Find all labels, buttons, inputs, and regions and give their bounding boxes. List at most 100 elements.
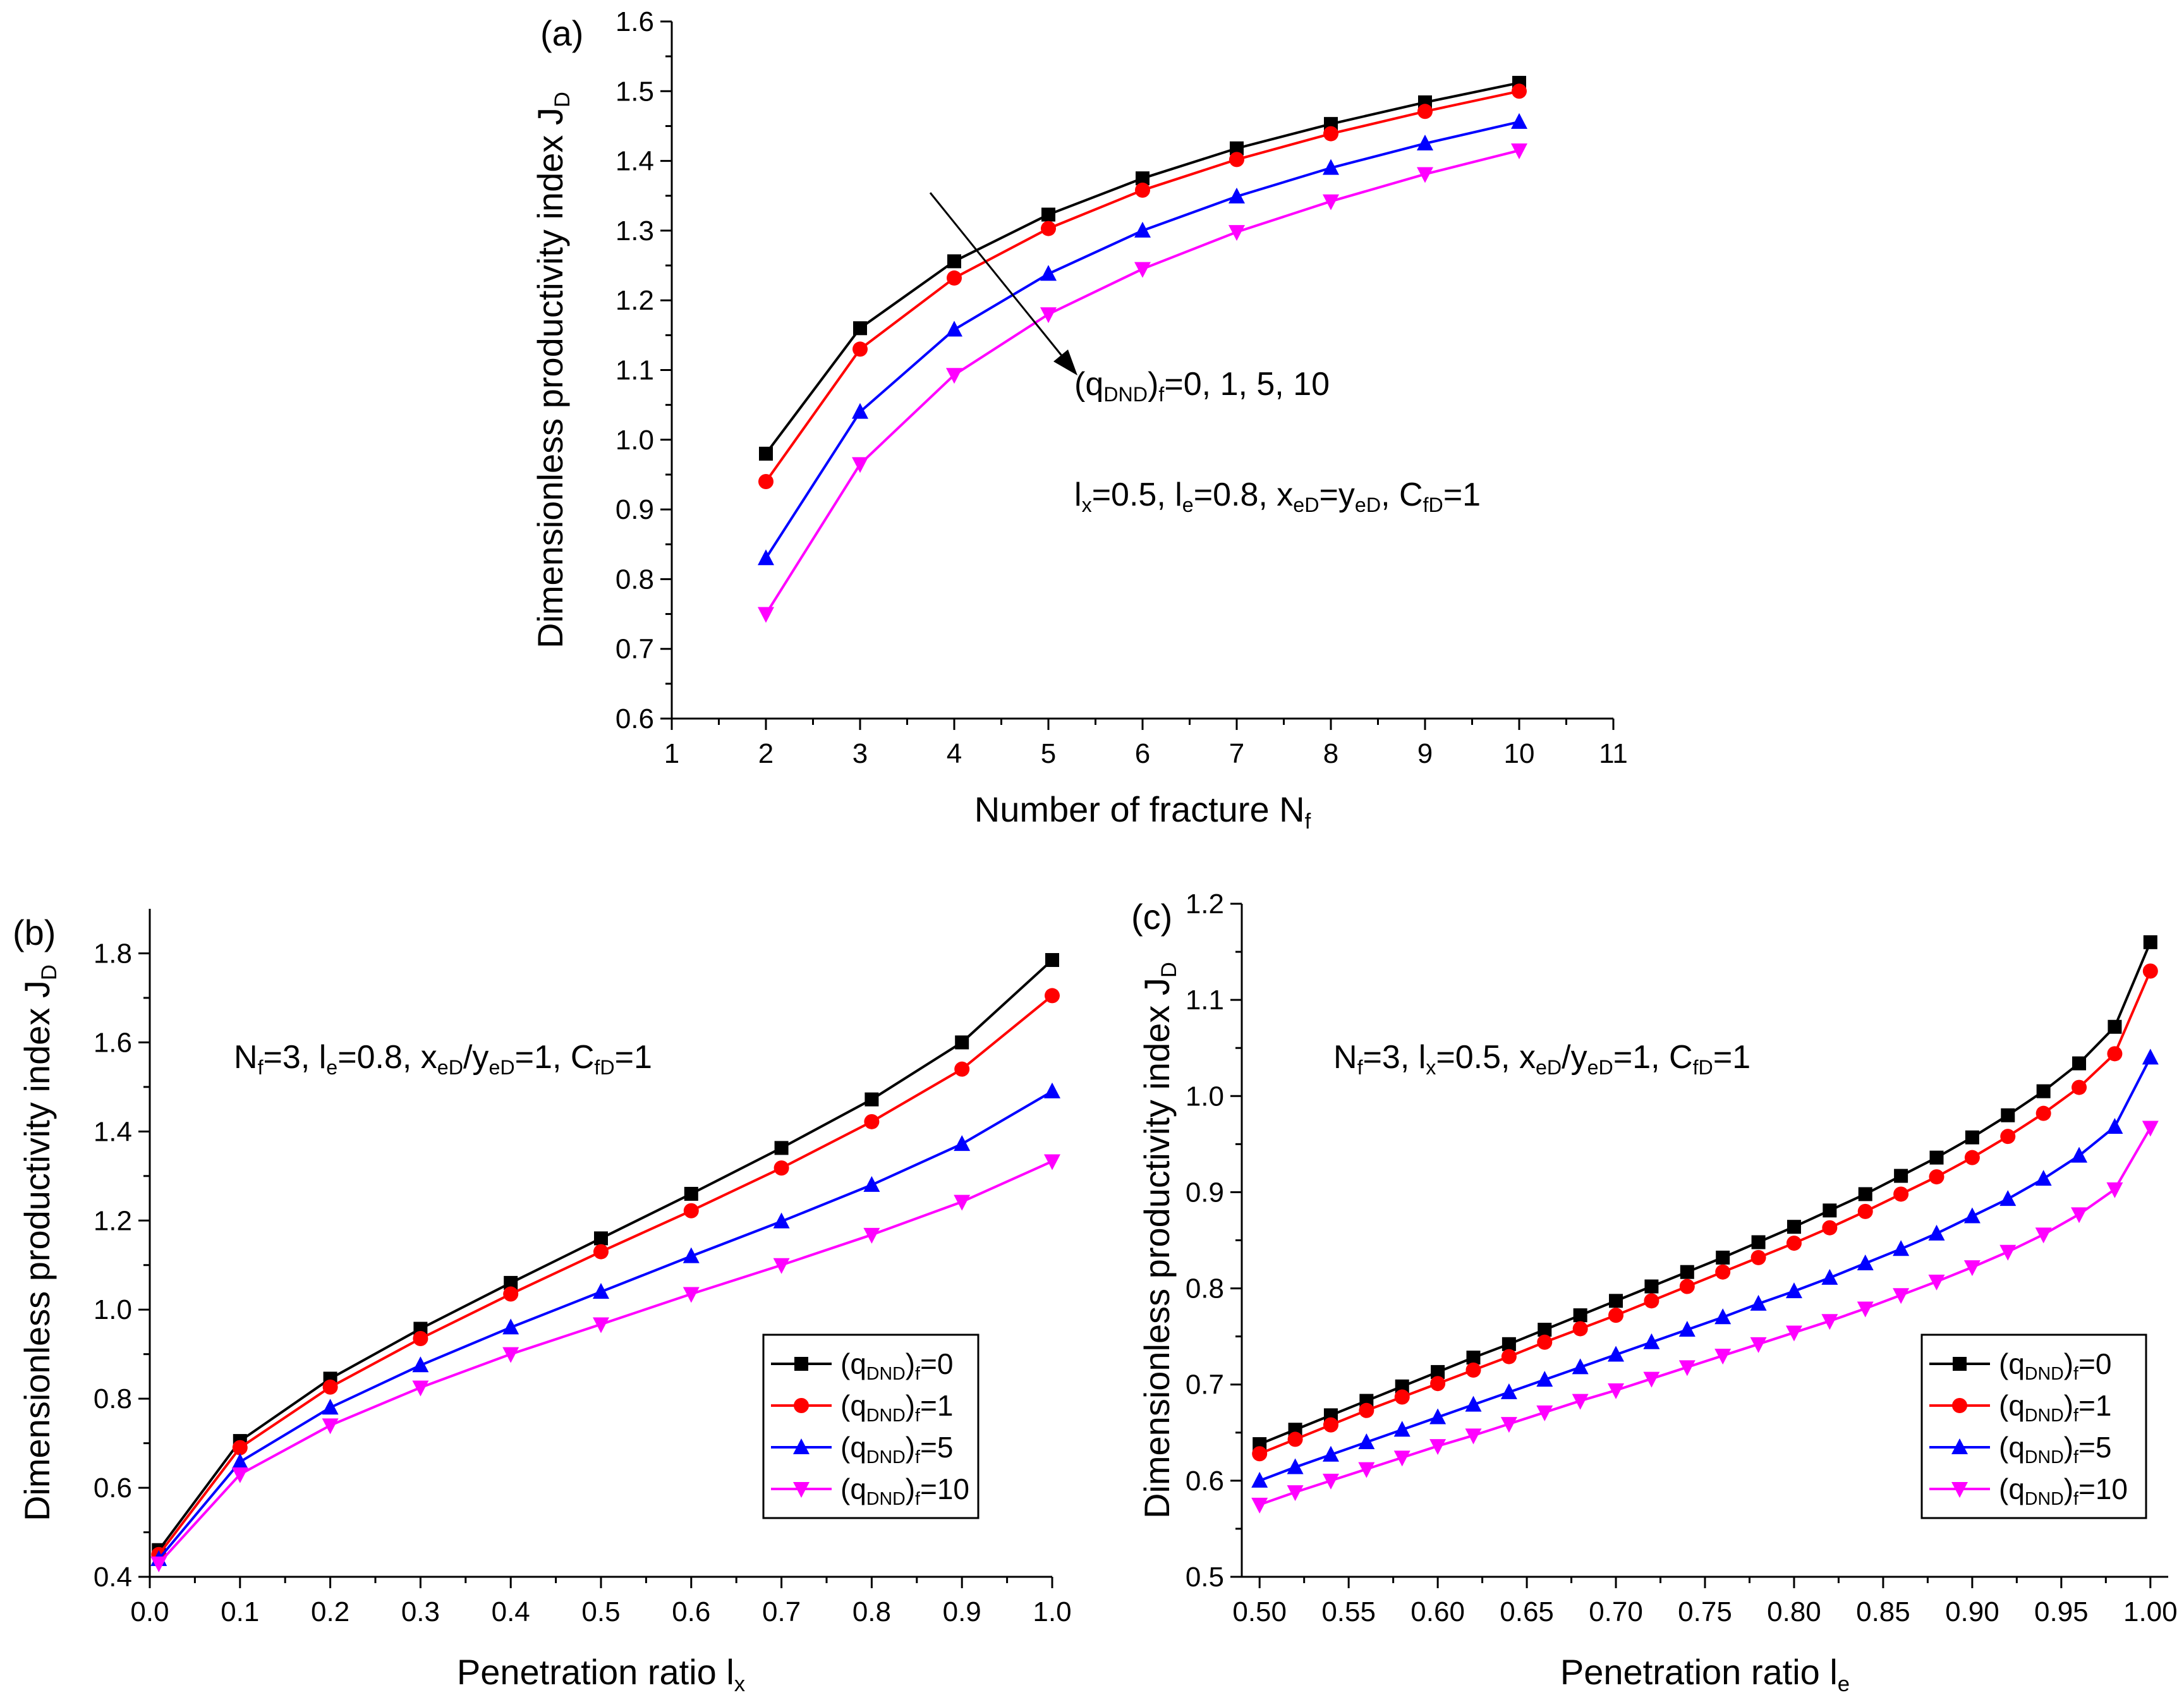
data-point: [1395, 1379, 1409, 1394]
y-tick-label: 1.1: [616, 355, 654, 386]
data-point: [1893, 1288, 1910, 1304]
data-point: [504, 1275, 518, 1290]
data-point: [150, 1556, 167, 1572]
data-point: [1857, 1203, 1873, 1219]
data-point: [955, 1035, 969, 1050]
y-tick-label: 1.0: [616, 425, 654, 456]
data-point: [1894, 1169, 1908, 1183]
text-part: =0.8, x: [337, 1039, 437, 1076]
annotation-c1: Nf=3, lx=0.5, xeD/yeD=1, CfD=1: [1333, 1039, 1750, 1079]
legend-marker: [793, 1482, 810, 1498]
data-point: [852, 457, 868, 473]
y-tick-label: 0.6: [94, 1473, 132, 1504]
data-point: [1643, 1371, 1660, 1388]
x-tick-label: 0.90: [1945, 1596, 1999, 1627]
data-point: [1322, 1473, 1339, 1490]
data-point: [1323, 126, 1338, 142]
text-part: N: [234, 1039, 258, 1076]
data-point: [774, 1160, 789, 1176]
x-axis-label: Penetration ratio le: [1560, 1652, 1850, 1695]
data-point: [1511, 112, 1527, 129]
data-point: [1714, 1349, 1732, 1365]
data-point: [231, 1453, 248, 1469]
y-tick-label: 0.8: [1186, 1273, 1224, 1304]
data-point: [2035, 1105, 2051, 1121]
x-tick-label: 1: [664, 738, 679, 769]
text-part: =1, C: [1613, 1039, 1693, 1076]
legend-entry: (qDND)f=5: [771, 1431, 953, 1467]
text-part: f: [915, 1406, 920, 1426]
data-point: [1678, 1320, 1696, 1337]
data-point: [1466, 1351, 1481, 1365]
data-point: [322, 1399, 339, 1415]
text-part: DND: [2025, 1364, 2064, 1384]
data-point: [1287, 1431, 1303, 1447]
text-part: e: [326, 1056, 337, 1079]
data-point: [322, 1418, 339, 1435]
series-1: [758, 83, 1527, 489]
data-point: [1750, 1337, 1767, 1353]
data-point: [946, 368, 962, 384]
data-point: [1680, 1265, 1694, 1279]
data-point: [947, 254, 961, 269]
series-3: [758, 143, 1527, 623]
x-tick-label: 2: [758, 738, 774, 769]
text-part: f: [1158, 383, 1164, 406]
data-point: [232, 1440, 248, 1455]
data-point: [1393, 1421, 1410, 1437]
x-tick-label: 0.80: [1767, 1596, 1821, 1627]
text-part: (q: [840, 1473, 866, 1505]
y-tick-label: 1.0: [1186, 1081, 1224, 1112]
data-point: [593, 1244, 609, 1260]
text-part: =10: [920, 1473, 969, 1505]
y-axis-label: Dimensionless productivity index JD: [530, 92, 574, 648]
text-part: (q: [1999, 1473, 2025, 1505]
data-point: [594, 1231, 608, 1246]
data-point: [2106, 1182, 2123, 1198]
y-tick-label: 1.6: [616, 6, 654, 37]
data-point: [1429, 1408, 1447, 1425]
data-point: [864, 1114, 880, 1129]
data-point: [1287, 1485, 1304, 1502]
text-part: DND: [866, 1364, 906, 1384]
data-point: [1536, 1371, 1553, 1387]
x-tick-label: 0.65: [1500, 1596, 1554, 1627]
data-point: [1644, 1293, 1659, 1309]
y-tick-label: 1.2: [94, 1205, 132, 1236]
data-point: [1465, 1395, 1482, 1412]
y-tick-label: 1.6: [94, 1027, 132, 1058]
panel-label: (c): [1131, 897, 1172, 937]
data-point: [1417, 104, 1433, 119]
series-1: [1252, 963, 2158, 1462]
y-tick-label: 0.6: [616, 703, 654, 734]
x-tick-label: 0.7: [762, 1596, 801, 1627]
data-point: [1999, 1190, 2017, 1206]
text-part: =0.5, l: [1092, 477, 1182, 513]
text-part: (q: [840, 1347, 866, 1380]
y-tick-label: 1.2: [1186, 889, 1224, 920]
text-part: Penetration ratio l: [1560, 1652, 1838, 1692]
text-part: (q: [840, 1389, 866, 1422]
x-tick-label: 6: [1135, 738, 1150, 769]
x-tick-label: 0.60: [1410, 1596, 1465, 1627]
x-tick-label: 3: [852, 738, 868, 769]
data-point: [1716, 1250, 1730, 1265]
x-axis-label: Penetration ratio lx: [457, 1652, 745, 1695]
data-point: [1750, 1249, 1766, 1265]
data-point: [1134, 262, 1151, 278]
series-0: [1253, 935, 2157, 1452]
data-point: [1678, 1360, 1696, 1376]
data-point: [1359, 1402, 1374, 1418]
text-part: /y: [463, 1039, 488, 1076]
data-point: [1714, 1308, 1732, 1325]
legend-marker: [1951, 1482, 1968, 1498]
text-part: ): [1148, 366, 1158, 403]
text-part: Dimensionless productivity index J: [17, 980, 57, 1521]
text-part: ): [2064, 1473, 2073, 1505]
text-part: =0, 1, 5, 10: [1164, 366, 1330, 403]
legend-entry: (qDND)f=5: [1929, 1431, 2111, 1467]
data-point: [1323, 159, 1339, 175]
text-part: (q: [1999, 1389, 2025, 1422]
data-point: [1538, 1322, 1552, 1337]
text-part: eD: [488, 1056, 514, 1079]
